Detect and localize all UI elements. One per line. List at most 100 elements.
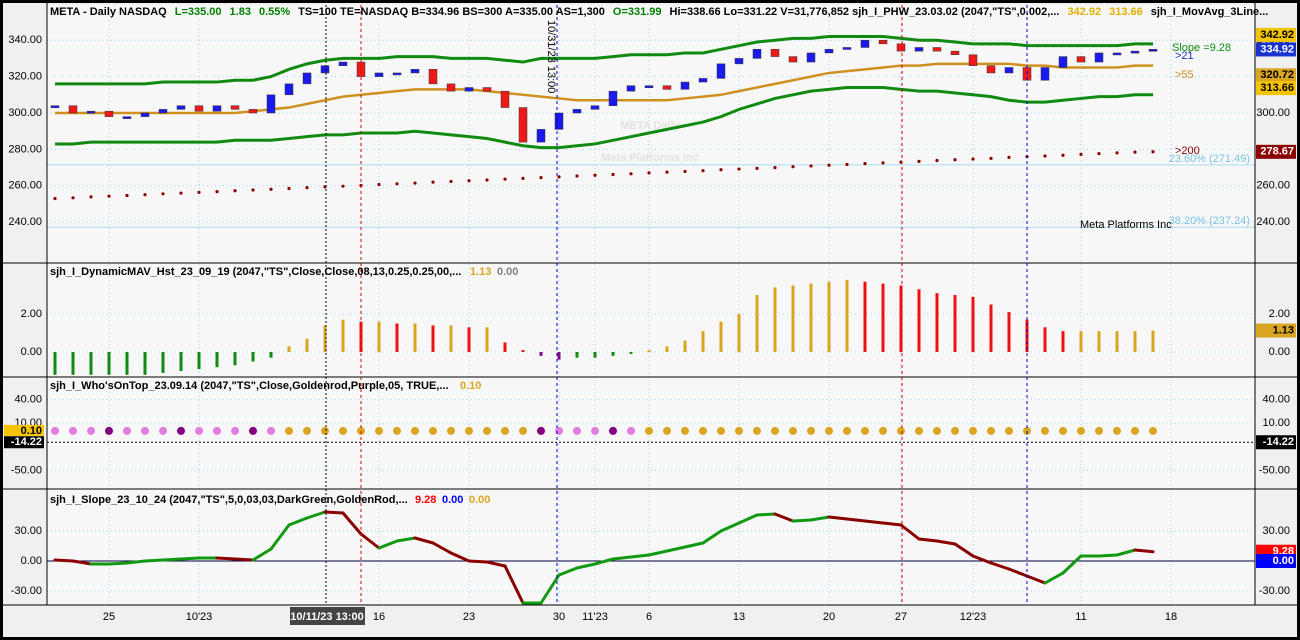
histogram-bar <box>143 352 147 375</box>
candle <box>68 105 78 114</box>
dominance-dot <box>789 426 797 435</box>
ma200-dot <box>863 161 867 166</box>
slope-segment <box>557 566 579 577</box>
candle <box>374 72 384 77</box>
lower-band <box>55 86 1153 150</box>
dominance-dot <box>411 426 419 435</box>
histogram-bar <box>305 338 309 352</box>
ma200-dot <box>683 169 687 174</box>
price-tag <box>4 424 44 436</box>
dominance-dot <box>591 426 599 435</box>
y-tick-label: 30.00 <box>1262 525 1290 537</box>
candle <box>914 47 924 52</box>
header-segment: 1.83 <box>230 6 251 18</box>
price-tag-label: 1.13 <box>1273 324 1294 336</box>
price-tag <box>1256 435 1296 450</box>
y-tick-label: 2.00 <box>21 308 42 320</box>
ma200-dot <box>575 174 579 178</box>
dominance-dot <box>321 426 329 435</box>
candle <box>356 61 366 77</box>
dominance-dot <box>123 426 131 435</box>
histogram-bar <box>323 325 327 352</box>
ma200-dot <box>233 189 237 193</box>
candle <box>194 105 204 112</box>
candle <box>104 110 114 117</box>
dominance-dot <box>339 426 347 435</box>
dominance-dot <box>933 426 941 435</box>
candle <box>482 87 492 92</box>
candle <box>446 83 456 92</box>
histogram-bar <box>827 281 831 352</box>
y-tick-label: 320.00 <box>8 71 42 83</box>
plot-area <box>47 5 1255 605</box>
dominance-dot <box>735 426 743 435</box>
candle <box>950 50 960 56</box>
y-tick-label: 340.00 <box>8 34 42 46</box>
ma200-dot <box>989 156 993 160</box>
slope-segment <box>629 553 651 559</box>
dominance-dot <box>1005 426 1013 435</box>
panel-title: sjh_I_Slope_23_10_24 (2047,"TS",5,0,03,0… <box>50 494 408 506</box>
y-tick-label: 300.00 <box>1256 107 1290 119</box>
ma200-dot <box>125 193 129 198</box>
dominance-dot <box>285 426 293 435</box>
upper-band <box>55 35 1153 86</box>
panel-readout: 0.00 <box>469 494 490 506</box>
candle <box>644 85 654 88</box>
candle <box>86 110 96 114</box>
ma200-dot <box>539 176 543 180</box>
candle <box>626 85 636 92</box>
ma200-dot <box>1097 151 1101 156</box>
histogram-bar <box>1079 331 1083 352</box>
dominance-dot <box>519 426 527 435</box>
dominance-dot <box>483 426 491 435</box>
slope-segment <box>503 564 525 605</box>
dominance-dot <box>51 426 59 435</box>
candle <box>896 43 906 52</box>
candle <box>770 49 780 57</box>
histogram-bar <box>485 327 489 352</box>
dominance-dot <box>987 426 995 435</box>
header-segment: L=335.00 <box>175 6 222 18</box>
y-tick-label: 0.00 <box>1269 346 1290 358</box>
ma200-dot <box>791 165 795 169</box>
histogram-bar <box>539 352 543 356</box>
dominance-dot <box>501 426 509 435</box>
histogram-bar <box>953 295 957 352</box>
dominance-dot <box>681 426 689 435</box>
histogram-bar <box>431 325 435 352</box>
histogram-bar <box>233 352 237 366</box>
panel-title: sjh_I_DynamicMAV_Hst_23_09_19 (2047,"TS"… <box>50 266 461 278</box>
dominance-dot <box>1131 426 1139 435</box>
histogram-bar <box>755 295 759 352</box>
dominance-dot <box>1059 426 1067 435</box>
candle <box>1148 49 1158 52</box>
dominance-dot <box>231 426 239 435</box>
y-tick-label: 240.00 <box>8 216 42 228</box>
price-tag <box>1256 68 1296 83</box>
histogram-bar <box>503 342 507 352</box>
y-tick-label: 300.00 <box>8 107 42 119</box>
slope-segment <box>773 512 795 523</box>
dominance-dot <box>951 426 959 435</box>
x-tick-label: 30 <box>553 611 565 623</box>
ma200-dot <box>593 173 597 177</box>
slope-segment <box>899 523 921 541</box>
slope-segment <box>791 518 813 523</box>
histogram-bar <box>737 314 741 352</box>
ma200-dot <box>719 168 723 172</box>
histogram-bar <box>845 279 849 352</box>
ma200-dot <box>953 158 957 162</box>
slope-segment <box>701 529 723 545</box>
candle <box>1040 67 1050 81</box>
histogram-bar <box>1115 331 1119 352</box>
dominance-dot <box>861 426 869 435</box>
ma200-dot <box>1007 155 1011 160</box>
price-tag-label: 278.67 <box>1260 146 1294 158</box>
price-tag <box>1256 554 1296 568</box>
candle <box>392 72 402 76</box>
candle <box>410 69 420 74</box>
slope-segment <box>251 547 273 562</box>
histogram-bar <box>557 352 561 360</box>
